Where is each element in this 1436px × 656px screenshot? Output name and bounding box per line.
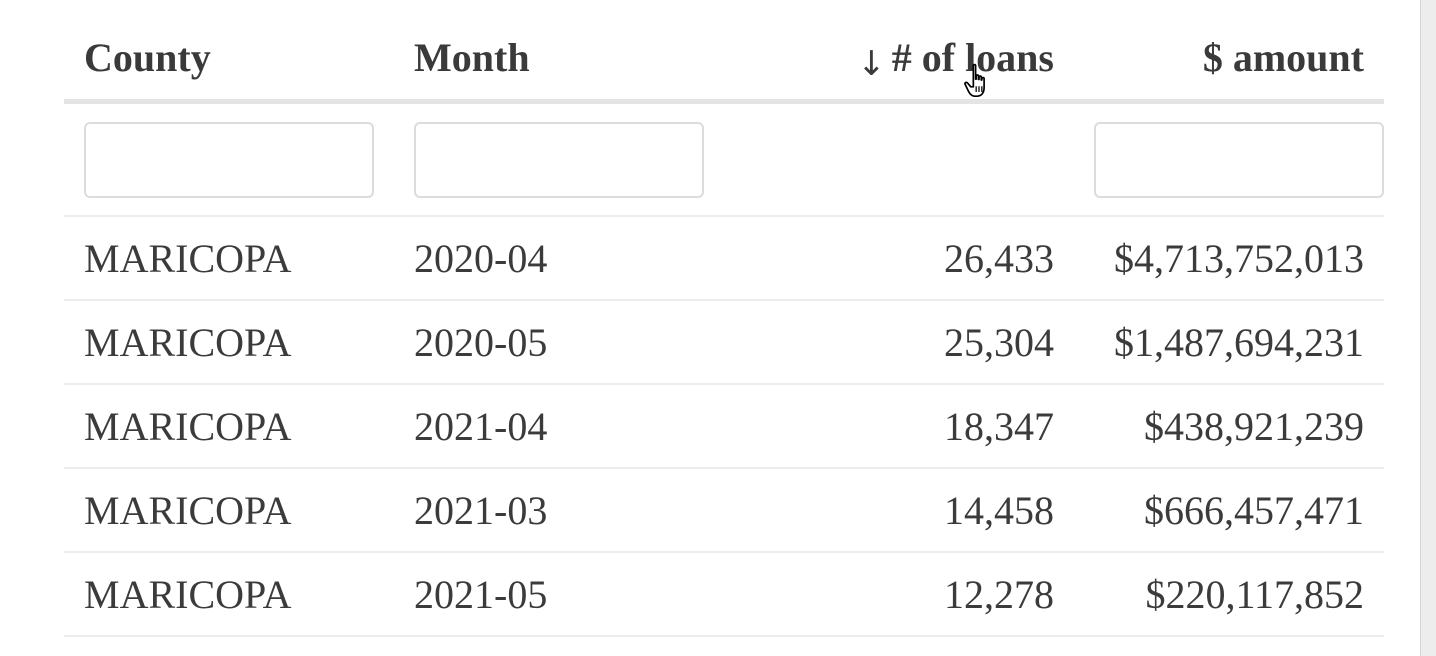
county-cell: MARICOPA <box>84 235 292 281</box>
loans-table: County Month ↓ # of loans $ amount MARICO… <box>64 0 1384 637</box>
scrollbar[interactable] <box>1420 0 1436 656</box>
table-row: MARICOPA 2021-05 12,278 $220,117,852 <box>64 553 1384 637</box>
month-cell: 2020-04 <box>414 235 548 281</box>
header-month[interactable]: Month <box>414 35 530 80</box>
county-filter-cell <box>64 121 394 198</box>
amount-cell: $438,921,239 <box>1144 403 1364 449</box>
loans-cell: 26,433 <box>944 235 1054 281</box>
county-cell: MARICOPA <box>84 487 292 533</box>
month-filter-input[interactable] <box>414 121 704 198</box>
table-row: MARICOPA 2020-04 26,433 $4,713,752,013 <box>64 217 1384 301</box>
amount-cell: $1,487,694,231 <box>1114 319 1364 365</box>
county-cell: MARICOPA <box>84 319 292 365</box>
amount-cell: $220,117,852 <box>1145 571 1364 617</box>
month-cell: 2021-04 <box>414 403 548 449</box>
hand-pointer-icon <box>964 63 985 98</box>
county-cell: MARICOPA <box>84 403 292 449</box>
loans-cell: 14,458 <box>944 487 1054 533</box>
table-row: MARICOPA 2021-04 18,347 $438,921,239 <box>64 385 1384 469</box>
table-header-row: County Month ↓ # of loans $ amount <box>64 0 1384 104</box>
header-county[interactable]: County <box>84 35 211 80</box>
header-loans[interactable]: ↓ # of loans <box>724 34 1074 84</box>
county-cell: MARICOPA <box>84 571 292 617</box>
loans-cell: 18,347 <box>944 403 1054 449</box>
table-row: MARICOPA 2020-05 25,304 $1,487,694,231 <box>64 301 1384 385</box>
header-amount[interactable]: $ amount <box>1202 35 1364 80</box>
filter-row <box>64 104 1384 217</box>
amount-filter-cell <box>1074 121 1384 198</box>
month-cell: 2020-05 <box>414 319 548 365</box>
county-filter-input[interactable] <box>84 121 374 198</box>
amount-cell: $666,457,471 <box>1144 487 1364 533</box>
loans-cell: 12,278 <box>944 571 1054 617</box>
amount-filter-input[interactable] <box>1094 121 1384 198</box>
month-cell: 2021-03 <box>414 487 548 533</box>
table-row: MARICOPA 2021-03 14,458 $666,457,471 <box>64 469 1384 553</box>
arrow-down-icon: ↓ <box>857 44 886 84</box>
month-filter-cell <box>394 121 724 198</box>
loans-cell: 25,304 <box>944 319 1054 365</box>
amount-cell: $4,713,752,013 <box>1114 235 1364 281</box>
month-cell: 2021-05 <box>414 571 548 617</box>
